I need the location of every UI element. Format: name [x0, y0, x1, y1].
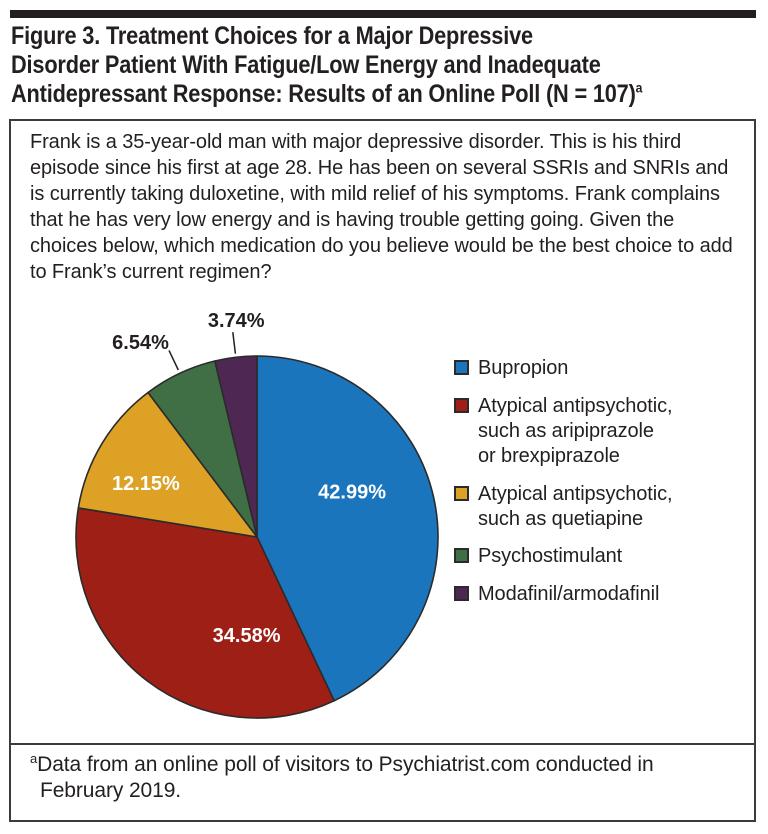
footnote-line: February 2019. — [40, 779, 182, 802]
pie-slice-percentage-label: 6.54% — [112, 332, 169, 354]
pie-slice-percentage-label: 12.15% — [112, 473, 180, 495]
case-vignette-text: Frank is a 35-year-old man with major de… — [30, 131, 733, 283]
legend-item-atypical-antipsychotic-such-: Atypical antipsychotic, such as aripipra… — [454, 394, 754, 469]
pie-label-leader-line — [168, 350, 179, 371]
footnote-divider — [11, 743, 754, 745]
legend-swatch-icon — [454, 586, 469, 601]
figure-title-line: Figure 3. Treatment Choices for a Major … — [11, 22, 533, 50]
legend-item-label: Atypical antipsychotic, such as aripipra… — [478, 395, 673, 467]
figure-top-rule — [10, 10, 756, 18]
pie-slice-percentage-label: 34.58% — [213, 625, 281, 647]
pie-slice-atypical-antipsychotic-such- — [77, 391, 258, 538]
legend-item-atypical-antipsychotic-such-: Atypical antipsychotic, such as quetiapi… — [454, 482, 754, 532]
legend-item-modafinil-armodafinil: Modafinil/armodafinil — [454, 582, 754, 607]
legend-item-psychostimulant: Psychostimulant — [454, 544, 754, 569]
pie-slice-percentage-label: 3.74% — [208, 310, 265, 332]
pie-chart-svg: 42.99% 34.58% 12.15% 6.54% 3.74% — [75, 310, 439, 719]
pie-slice-bupropion — [256, 355, 439, 702]
figure-title-line: Disorder Patient With Fatigue/Low Energy… — [11, 51, 601, 79]
footnote-line: Data from an online poll of visitors to … — [37, 753, 654, 776]
legend-item-bupropion: Bupropion — [454, 356, 754, 381]
legend-swatch-icon — [454, 360, 469, 375]
legend-swatch-icon — [454, 398, 469, 413]
legend-item-label: Atypical antipsychotic, such as quetiapi… — [478, 483, 673, 530]
figure-title: Figure 3. Treatment Choices for a Major … — [11, 22, 759, 109]
legend-item-label: Psychostimulant — [478, 545, 623, 567]
footnote-marker: a — [635, 79, 643, 96]
pie-slice-atypical-antipsychotic-such- — [75, 507, 335, 719]
legend-swatch-icon — [454, 548, 469, 563]
pie-chart: 42.99% 34.58% 12.15% 6.54% 3.74% — [32, 288, 482, 728]
figure-footnote: aData from an online poll of visitors to… — [30, 752, 742, 804]
figure-content-box: Frank is a 35-year-old man with major de… — [9, 119, 756, 822]
legend-item-label: Bupropion — [478, 357, 569, 379]
pie-label-leader-line — [232, 332, 237, 354]
chart-legend: Bupropion Atypical antipsychotic, such as… — [454, 356, 754, 620]
legend-swatch-icon — [454, 486, 469, 501]
pie-slice-modafinil-armodafinil — [214, 355, 258, 538]
footnote-marker: a — [30, 751, 38, 766]
legend-item-label: Modafinil/armodafinil — [478, 583, 660, 605]
pie-slice-percentage-label: 42.99% — [318, 482, 386, 504]
figure-title-line: Antidepressant Response: Results of an O… — [11, 80, 759, 109]
figure-title-line-text: Antidepressant Response: Results of an O… — [11, 80, 636, 108]
